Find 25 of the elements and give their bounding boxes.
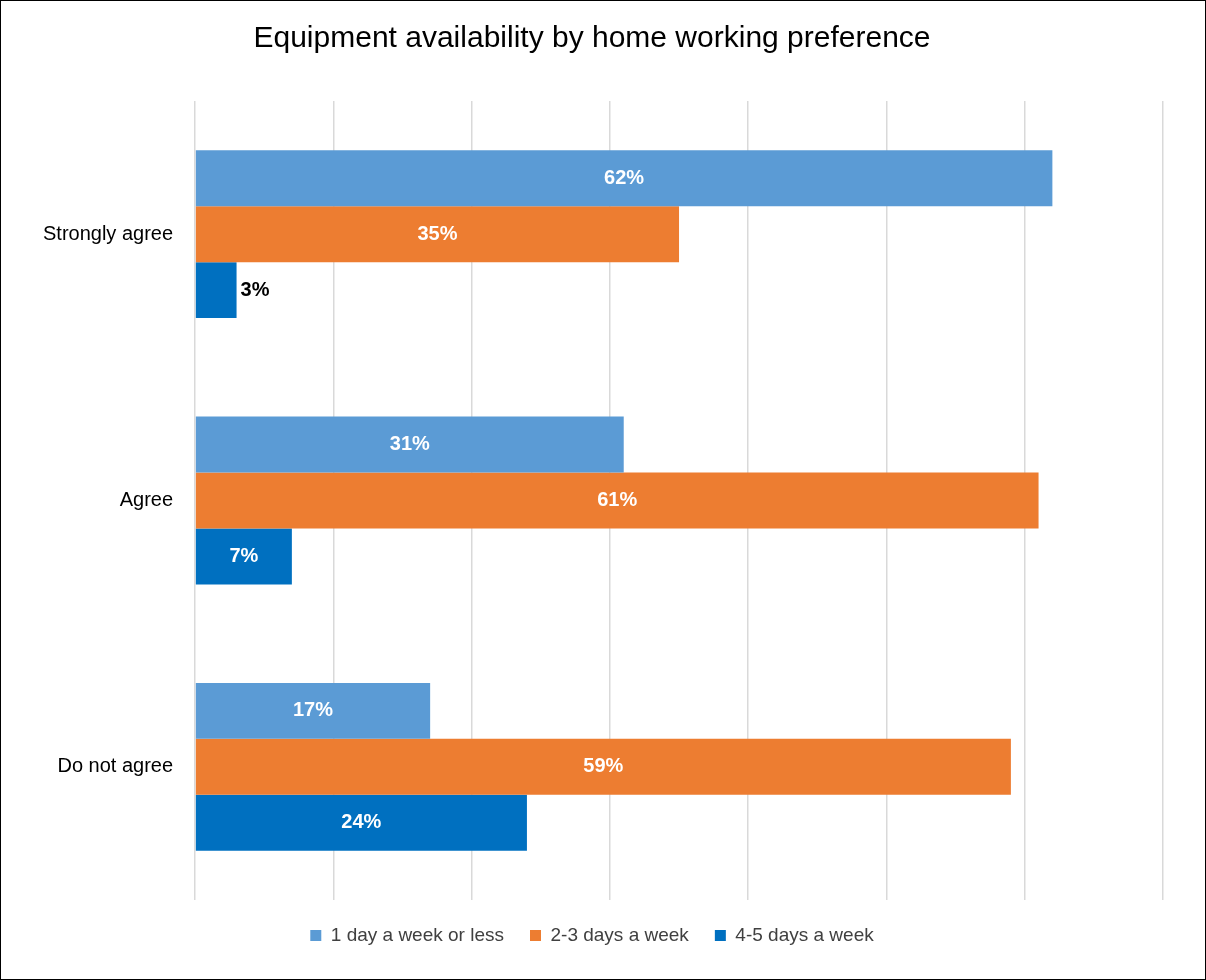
data-label: 62% (604, 165, 645, 188)
data-label: 24% (341, 810, 382, 833)
bar (195, 682, 431, 739)
bar (195, 150, 1053, 207)
data-label: 31% (389, 432, 431, 455)
data-label: 35% (417, 221, 458, 244)
data-label: 3% (240, 277, 270, 300)
data-label: 59% (583, 754, 624, 777)
data-label: 7% (229, 543, 259, 566)
y-tick-label: Agree (119, 488, 174, 511)
legend-label: 4-5 days a week (735, 923, 875, 945)
bar (195, 738, 1011, 795)
bar (195, 206, 680, 263)
bar (195, 528, 292, 585)
data-label: 17% (292, 698, 334, 721)
bar (195, 472, 1039, 529)
chart-title: Equipment availability by home working preference (253, 20, 931, 54)
y-tick-label: Strongly agree (43, 221, 174, 244)
y-tick-label: Do not agree (57, 754, 174, 777)
legend-label: 2-3 days a week (550, 923, 690, 945)
bar (195, 794, 527, 851)
legend-label: 1 day a week or less (330, 923, 504, 945)
bar (195, 416, 624, 473)
data-label: 61% (597, 488, 638, 511)
bar (195, 262, 237, 319)
